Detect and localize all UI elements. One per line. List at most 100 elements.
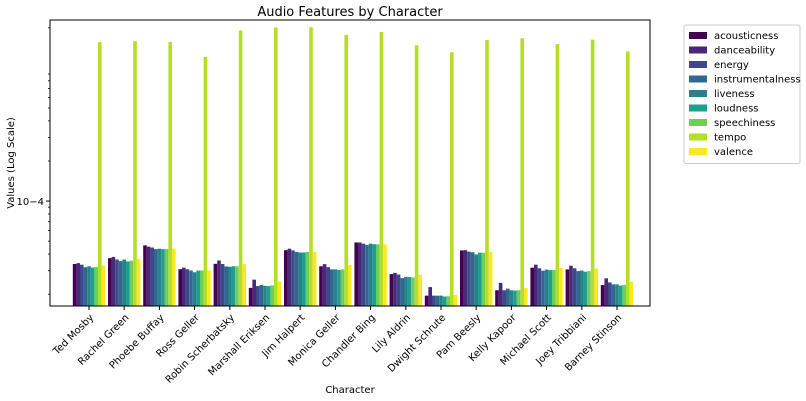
bar-danceability-10 <box>428 287 432 306</box>
bar-speechiness-5 <box>270 285 274 306</box>
bar-energy-5 <box>256 286 260 306</box>
bar-danceability-0 <box>76 263 80 306</box>
bar-acousticness-12 <box>495 290 499 306</box>
bar-speechiness-13 <box>552 269 556 306</box>
x-tick-label: Robin Scherbatsky <box>164 312 237 385</box>
bar-danceability-15 <box>604 278 608 306</box>
legend-swatch-liveness <box>689 90 707 97</box>
bar-danceability-9 <box>393 272 397 306</box>
bar-tempo-2 <box>168 41 172 306</box>
bar-speechiness-6 <box>305 251 310 306</box>
bar-danceability-3 <box>182 267 186 306</box>
bar-loudness-12 <box>513 290 517 306</box>
bar-tempo-14 <box>590 39 595 306</box>
bar-speechiness-0 <box>94 266 98 306</box>
bar-speechiness-14 <box>587 271 591 306</box>
bar-instrumentalness-6 <box>294 251 299 306</box>
bar-loudness-11 <box>478 252 482 306</box>
bar-valence-0 <box>101 265 106 306</box>
bar-valence-1 <box>136 258 141 306</box>
bar-valence-11 <box>488 251 493 306</box>
bar-acousticness-11 <box>460 250 464 306</box>
bar-energy-1 <box>115 259 119 306</box>
bar-speechiness-9 <box>411 277 415 306</box>
bar-energy-8 <box>361 243 366 306</box>
bar-loudness-15 <box>618 285 623 306</box>
bar-acousticness-14 <box>565 269 570 306</box>
legend-swatch-energy <box>689 61 707 68</box>
bar-speechiness-4 <box>235 266 239 306</box>
bar-instrumentalness-10 <box>435 295 440 306</box>
bar-tempo-15 <box>626 51 630 307</box>
bar-instrumentalness-7 <box>330 269 334 306</box>
bar-instrumentalness-4 <box>224 266 228 306</box>
bar-valence-10 <box>453 295 458 306</box>
bar-acousticness-10 <box>424 295 429 306</box>
bar-instrumentalness-12 <box>506 288 510 306</box>
bar-liveness-14 <box>580 270 584 306</box>
bar-speechiness-11 <box>481 252 486 306</box>
bar-speechiness-3 <box>200 270 204 306</box>
bar-acousticness-8 <box>354 242 358 306</box>
bar-loudness-8 <box>372 244 376 306</box>
bar-danceability-13 <box>534 264 538 306</box>
bar-valence-9 <box>418 274 422 306</box>
bar-liveness-6 <box>298 252 302 306</box>
bar-loudness-3 <box>196 270 200 306</box>
bar-speechiness-7 <box>340 269 345 306</box>
bar-speechiness-1 <box>129 260 134 306</box>
bar-instrumentalness-5 <box>259 284 264 306</box>
bar-acousticness-0 <box>72 263 77 306</box>
bar-loudness-5 <box>266 286 271 306</box>
legend-label-speechiness: speechiness <box>714 118 775 129</box>
legend-label-danceability: danceability <box>714 46 775 57</box>
bar-loudness-2 <box>161 249 165 306</box>
bar-valence-15 <box>629 281 634 306</box>
bar-instrumentalness-8 <box>365 244 369 306</box>
bar-valence-5 <box>277 281 282 306</box>
bar-acousticness-6 <box>284 250 288 306</box>
bar-tempo-4 <box>238 30 243 307</box>
y-tick-label: 10−4 <box>17 197 44 208</box>
legend-swatch-instrumentalness <box>689 75 707 83</box>
bar-acousticness-15 <box>600 285 605 306</box>
bar-tempo-5 <box>274 27 278 306</box>
bar-acousticness-7 <box>319 266 323 306</box>
bar-danceability-2 <box>146 246 151 306</box>
bar-valence-2 <box>172 248 176 306</box>
bar-energy-9 <box>396 274 401 306</box>
bar-acousticness-3 <box>178 269 182 306</box>
bar-energy-13 <box>537 268 542 306</box>
bar-instrumentalness-1 <box>118 261 123 306</box>
bar-valence-6 <box>312 251 317 306</box>
bar-tempo-13 <box>555 44 560 306</box>
legend-swatch-tempo <box>689 133 707 141</box>
bar-valence-12 <box>524 288 528 306</box>
bar-energy-6 <box>291 250 295 306</box>
bar-loudness-7 <box>337 269 341 306</box>
x-tick-label: Marshall Eriksen <box>206 312 272 378</box>
bar-liveness-0 <box>87 266 91 306</box>
legend-swatch-speechiness <box>689 119 707 126</box>
bar-loudness-1 <box>126 261 130 306</box>
bar-energy-15 <box>608 282 612 306</box>
legend-swatch-acousticness <box>689 32 707 39</box>
bar-tempo-8 <box>379 32 384 306</box>
bar-danceability-11 <box>463 250 468 306</box>
bar-liveness-3 <box>192 272 197 306</box>
bar-valence-7 <box>348 265 352 306</box>
bar-instrumentalness-15 <box>611 284 616 306</box>
legend-label-instrumentalness: instrumentalness <box>714 75 801 86</box>
bar-speechiness-8 <box>376 244 380 306</box>
bar-instrumentalness-11 <box>470 252 475 306</box>
bar-liveness-2 <box>157 248 162 306</box>
legend-label-valence: valence <box>714 147 753 158</box>
bar-speechiness-10 <box>446 296 450 306</box>
bar-valence-14 <box>594 268 598 306</box>
bar-liveness-12 <box>509 290 514 306</box>
y-axis-label: Values (Log Scale) <box>6 117 17 209</box>
legend-label-tempo: tempo <box>714 133 746 144</box>
bar-energy-4 <box>220 263 225 306</box>
bar-loudness-14 <box>583 271 588 306</box>
